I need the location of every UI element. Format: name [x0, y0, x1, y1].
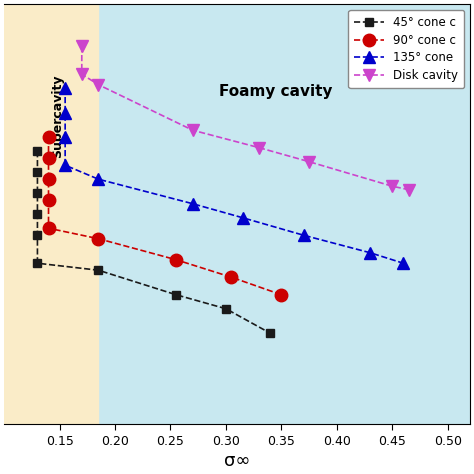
45° cone c: [35, 148, 40, 154]
Line: 90° cone c: 90° cone c: [42, 131, 288, 301]
Text: Foamy cavity: Foamy cavity: [219, 84, 333, 99]
135° cone: [190, 201, 195, 207]
Disk cavity: [306, 159, 312, 164]
Disk cavity: [190, 128, 195, 133]
Text: Supercavity: Supercavity: [51, 74, 64, 158]
Disk cavity: [389, 183, 395, 189]
Disk cavity: [96, 82, 101, 88]
135° cone: [96, 176, 101, 182]
45° cone c: [173, 292, 179, 298]
Legend: 45° cone c, 90° cone c, 135° cone, Disk cavity: 45° cone c, 90° cone c, 135° cone, Disk …: [348, 10, 464, 88]
45° cone c: [96, 267, 101, 273]
45° cone c: [35, 211, 40, 217]
Line: 45° cone c: 45° cone c: [33, 147, 274, 337]
90° cone c: [228, 274, 234, 280]
X-axis label: σ∞: σ∞: [224, 452, 250, 470]
135° cone: [62, 134, 68, 140]
135° cone: [240, 215, 246, 220]
135° cone: [62, 110, 68, 116]
135° cone: [401, 260, 406, 266]
45° cone c: [35, 232, 40, 238]
90° cone c: [46, 197, 51, 203]
45° cone c: [223, 306, 229, 311]
45° cone c: [35, 191, 40, 196]
Disk cavity: [79, 71, 85, 77]
Disk cavity: [406, 187, 412, 192]
90° cone c: [46, 134, 51, 140]
45° cone c: [35, 260, 40, 266]
90° cone c: [46, 155, 51, 161]
90° cone c: [46, 176, 51, 182]
Bar: [4, 4, 99, 424]
45° cone c: [35, 169, 40, 175]
45° cone c: [267, 330, 273, 336]
135° cone: [301, 232, 306, 238]
90° cone c: [46, 225, 51, 231]
Disk cavity: [79, 43, 85, 49]
Line: 135° cone: 135° cone: [59, 82, 410, 269]
135° cone: [62, 163, 68, 168]
Disk cavity: [256, 145, 262, 151]
90° cone c: [173, 257, 179, 263]
90° cone c: [96, 236, 101, 242]
Line: Disk cavity: Disk cavity: [75, 40, 415, 196]
135° cone: [367, 250, 373, 255]
90° cone c: [279, 292, 284, 298]
135° cone: [62, 85, 68, 91]
